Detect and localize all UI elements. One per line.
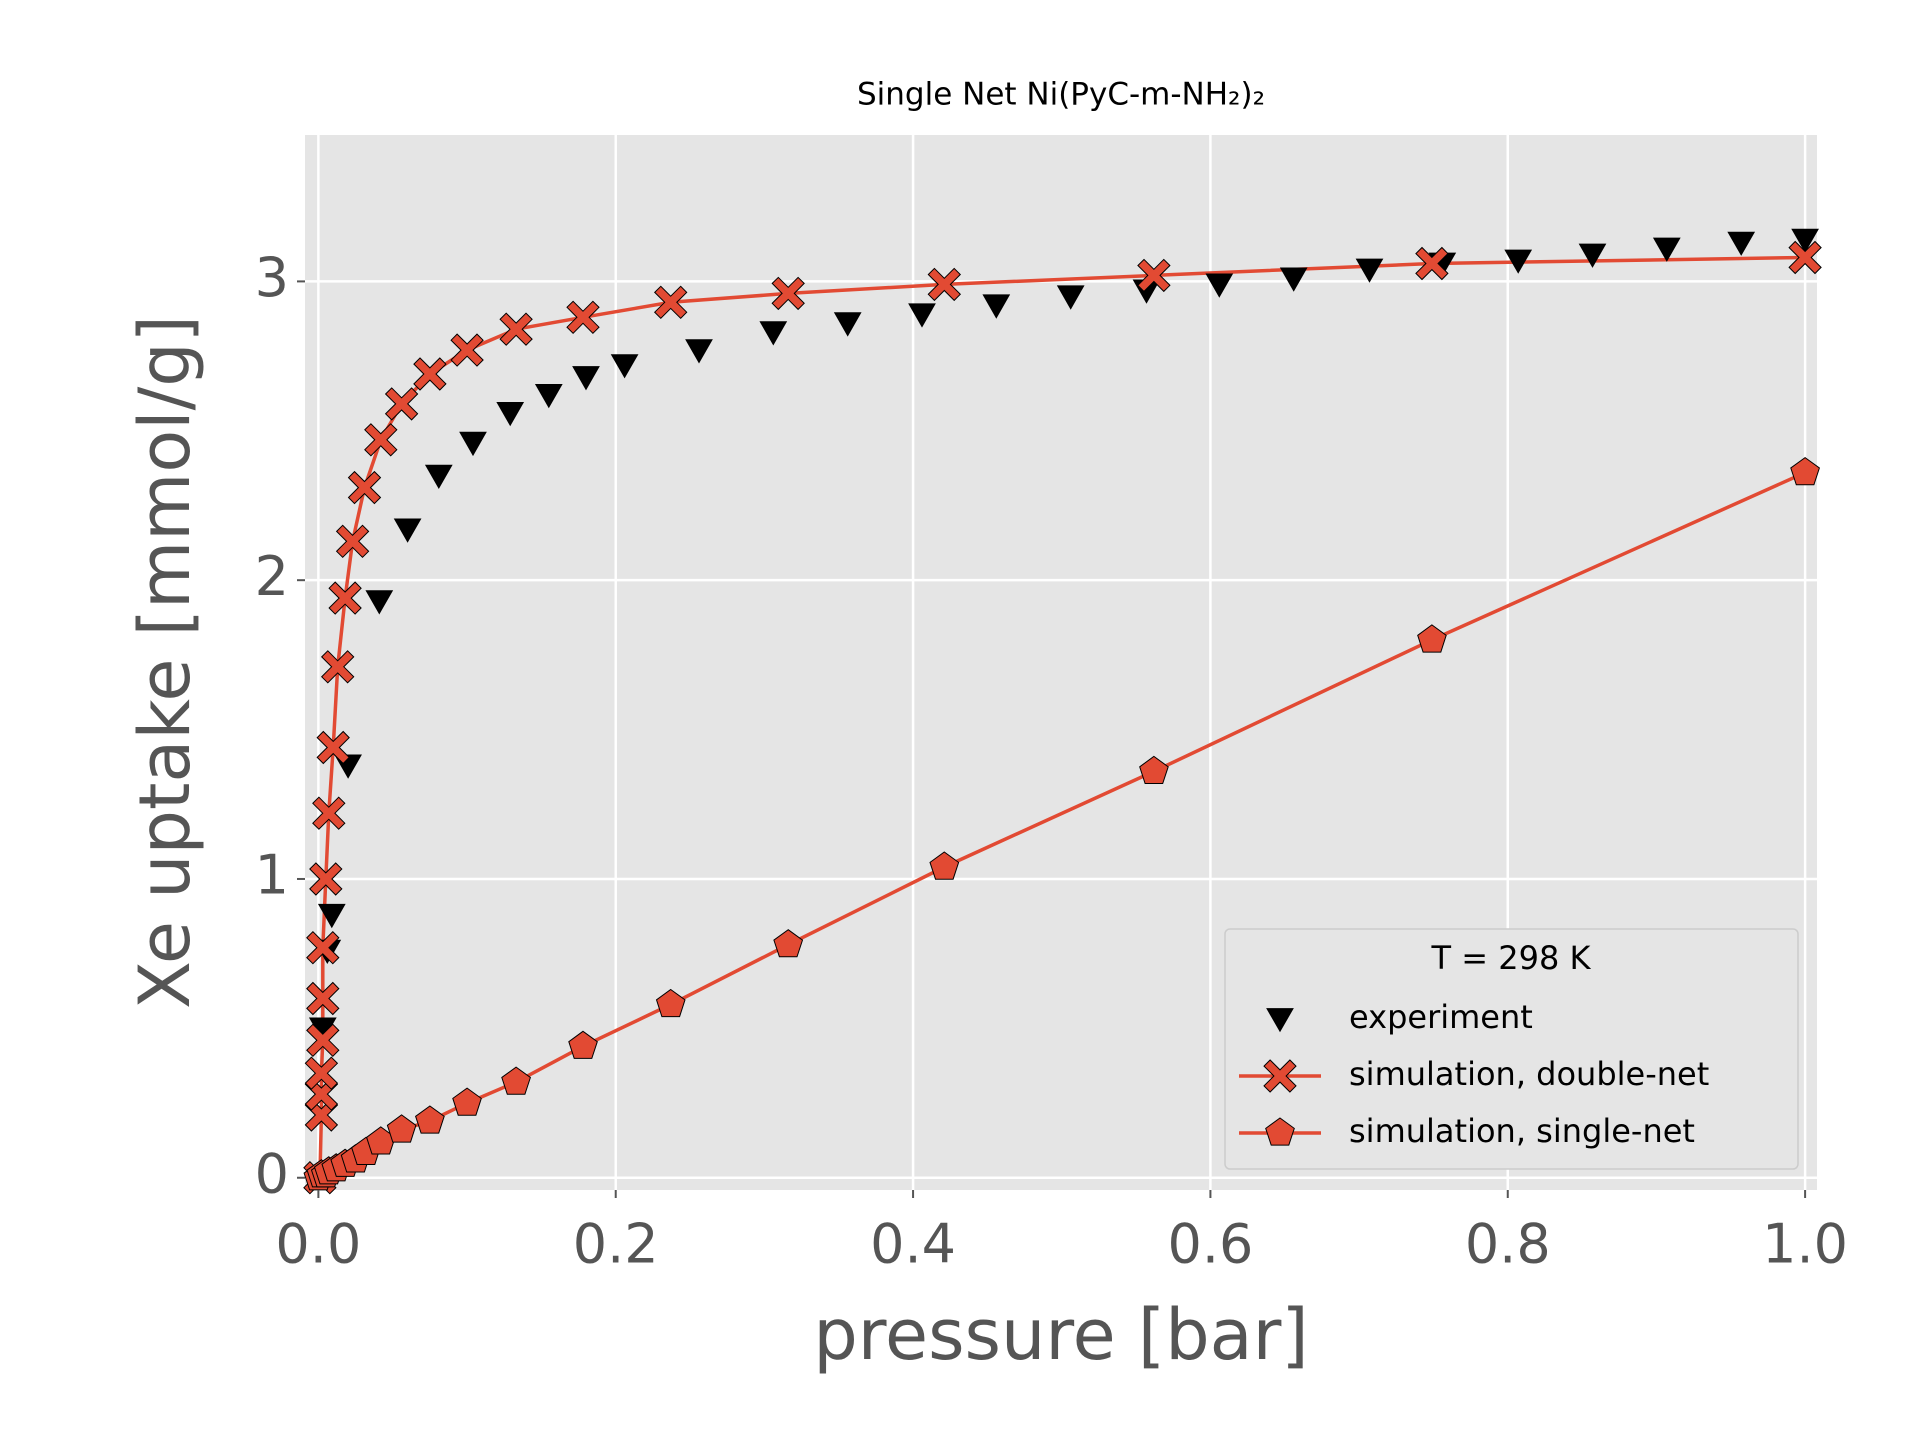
- data-point: [386, 1114, 417, 1143]
- data-point: [1791, 228, 1819, 253]
- data-point: [685, 339, 713, 364]
- data-point: [306, 930, 340, 965]
- data-point: [501, 1066, 531, 1095]
- marks: [303, 228, 1822, 1195]
- data-point: [1790, 456, 1820, 486]
- x-tick-label: 0.2: [573, 1213, 659, 1276]
- data-point: [335, 524, 370, 559]
- data-point: [320, 650, 355, 684]
- data-point: [771, 276, 805, 311]
- data-point: [1355, 258, 1384, 283]
- data-point: [566, 300, 600, 335]
- data-point: [833, 312, 862, 337]
- y-axis-label: Xe uptake [mmol/g]: [124, 315, 206, 1009]
- data-point: [306, 1023, 340, 1058]
- data-point: [1727, 231, 1756, 256]
- legend-label: experiment: [1349, 998, 1533, 1036]
- data-point: [908, 303, 936, 328]
- data-point: [773, 929, 804, 958]
- y-tick-label: 0: [255, 1142, 289, 1205]
- x-axis-label: pressure [bar]: [813, 1294, 1308, 1376]
- data-point: [415, 1105, 445, 1134]
- data-point: [655, 988, 686, 1018]
- data-point: [312, 796, 346, 830]
- chart-title: Single Net Ni(PyC-m-NH₂)₂: [857, 77, 1265, 113]
- data-point: [1056, 285, 1085, 310]
- data-point: [450, 333, 484, 367]
- data-point: [306, 981, 340, 1016]
- data-point: [1279, 267, 1308, 292]
- data-point: [413, 357, 447, 391]
- legend-title: T = 298 K: [1431, 939, 1592, 977]
- data-point: [759, 321, 788, 346]
- y-tick-label: 3: [255, 246, 289, 309]
- data-point: [572, 366, 600, 391]
- data-point: [424, 464, 453, 490]
- data-point: [1504, 249, 1533, 274]
- data-point: [496, 402, 525, 427]
- data-point: [534, 384, 563, 409]
- data-point: [347, 470, 382, 505]
- x-tick-label: 0.8: [1465, 1213, 1551, 1276]
- data-point: [393, 518, 422, 543]
- x-tick-label: 0.6: [1167, 1213, 1253, 1276]
- data-point: [452, 1087, 482, 1116]
- ticks: 0.0 0.2 0.4 0.6 0.8 1.0 0 1 2 3: [255, 246, 1848, 1276]
- data-point: [309, 862, 343, 896]
- data-point: [1652, 237, 1681, 262]
- data-point: [1205, 273, 1234, 298]
- data-point: [1578, 243, 1607, 268]
- data-point: [927, 267, 962, 302]
- legend-marker: [1263, 1059, 1297, 1093]
- legend-box: [1224, 928, 1799, 1170]
- data-point: [1417, 624, 1447, 653]
- data-point: [610, 354, 639, 379]
- y-tick-label: 1: [255, 844, 289, 907]
- data-point: [384, 387, 419, 421]
- data-point: [929, 851, 960, 880]
- data-point: [1139, 755, 1169, 784]
- legend: T = 298 K experiment simulation, double-n…: [1224, 928, 1799, 1170]
- legend-marker: [1265, 1117, 1295, 1146]
- x-tick-label: 1.0: [1762, 1213, 1848, 1276]
- x-tick-label: 0.0: [275, 1213, 361, 1276]
- data-point: [499, 312, 533, 346]
- data-point: [365, 590, 394, 615]
- data-point: [328, 581, 362, 615]
- data-point: [982, 294, 1011, 319]
- data-point: [653, 285, 688, 320]
- legend-marker: [1266, 1008, 1294, 1033]
- data-point: [1415, 246, 1449, 281]
- data-point: [568, 1030, 598, 1059]
- data-point: [364, 423, 398, 457]
- data-point: [304, 1056, 339, 1090]
- data-point: [317, 903, 346, 929]
- data-point: [1788, 240, 1822, 275]
- data-point: [316, 730, 350, 765]
- y-tick-label: 2: [255, 545, 289, 608]
- data-point: [1137, 258, 1171, 293]
- legend-label: simulation, single-net: [1349, 1112, 1695, 1150]
- x-tick-label: 0.4: [870, 1213, 956, 1276]
- legend-label: simulation, double-net: [1349, 1055, 1709, 1093]
- data-point: [459, 431, 487, 457]
